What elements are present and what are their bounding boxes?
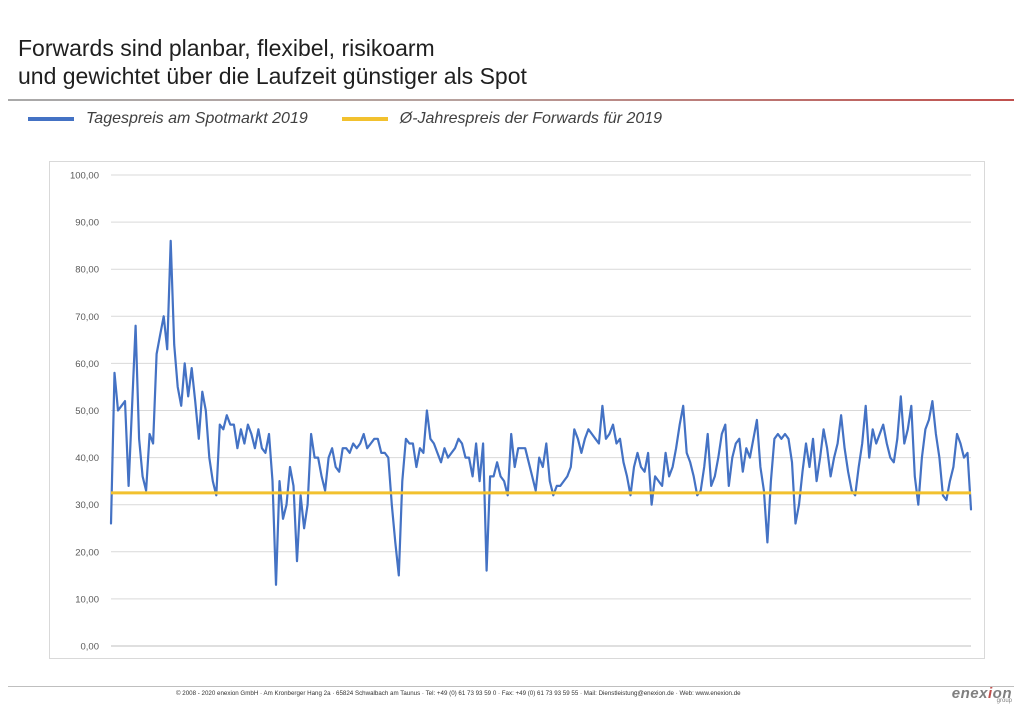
y-tick-label: 100,00 [70,171,99,182]
y-tick-label: 30,00 [75,500,99,511]
legend-item-forward: Ø-Jahrespreis der Forwards für 2019 [341,110,663,128]
y-tick-label: 10,00 [75,594,99,605]
legend-label-spot: Tagespreis am Spotmarkt 2019 [86,110,308,127]
legend-item-spot: Tagespreis am Spotmarkt 2019 [28,110,308,128]
logo-wordmark: enexion [951,685,1012,702]
y-tick-label: 60,00 [75,359,99,370]
legend-swatch-spot [28,117,74,121]
y-tick-label: 80,00 [75,265,99,276]
page-title-line-1: Forwards sind planbar, flexibel, risikoa… [18,35,435,61]
series-line-spot [109,239,973,586]
y-tick-label: 20,00 [75,547,99,558]
y-tick-label: 90,00 [75,218,99,229]
chart-legend: Tagespreis am Spotmarkt 2019 Ø-Jahrespre… [28,108,696,130]
footer-divider [8,686,1014,687]
page-title-line-2: und gewichtet über die Laufzeit günstige… [18,63,527,89]
logo-subtitle: group [996,698,1012,704]
chart-area: 0,00 10,00 20,00 30,00 40,00 50,00 60,00 70,00 8… [49,161,985,659]
y-tick-label: 70,00 [75,312,99,323]
price-chart: 0,00 10,00 20,00 30,00 40,00 50,00 60,00 70,00 8… [70,171,973,653]
legend-label-forward: Ø-Jahrespreis der Forwards für 2019 [399,110,663,127]
company-logo: enexion group [952,685,1012,704]
page-title: Forwards sind planbar, flexibel, risikoa… [18,34,527,90]
y-tick-label: 40,00 [75,453,99,464]
title-divider [8,99,1014,101]
y-tick-label: 50,00 [75,406,99,417]
footer-contact: © 2008 - 2020 enexion GmbH · Am Kronberg… [176,690,741,697]
y-tick-label: 0,00 [81,642,100,653]
legend-swatch-forward [341,117,388,121]
